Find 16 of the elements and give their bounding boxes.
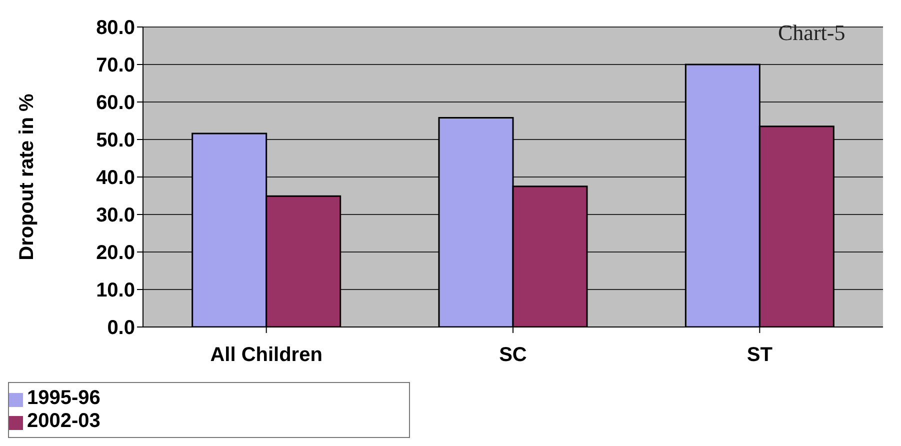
y-tick-label: 50.0 <box>96 130 135 152</box>
y-tick-label: 80.0 <box>96 17 135 40</box>
x-tick-label: All Children <box>210 344 322 366</box>
y-tick-label: 60.0 <box>96 92 135 114</box>
y-axis-title: Dropout rate in % <box>16 93 38 260</box>
x-tick-label: ST <box>746 344 772 366</box>
y-tick-label: 0.0 <box>107 317 135 340</box>
x-tick-label: SC <box>499 344 527 366</box>
y-tick-label: 10.0 <box>96 280 135 302</box>
legend-label: 2002-03 <box>27 410 100 432</box>
annotation: Chart-5 <box>778 20 846 46</box>
y-tick-label: 20.0 <box>96 242 135 264</box>
y-tick-label: 70.0 <box>96 54 135 77</box>
y-tick-label: 40.0 <box>96 167 135 190</box>
legend-label: 1995-96 <box>27 387 100 409</box>
y-tick-label: 30.0 <box>96 204 135 227</box>
